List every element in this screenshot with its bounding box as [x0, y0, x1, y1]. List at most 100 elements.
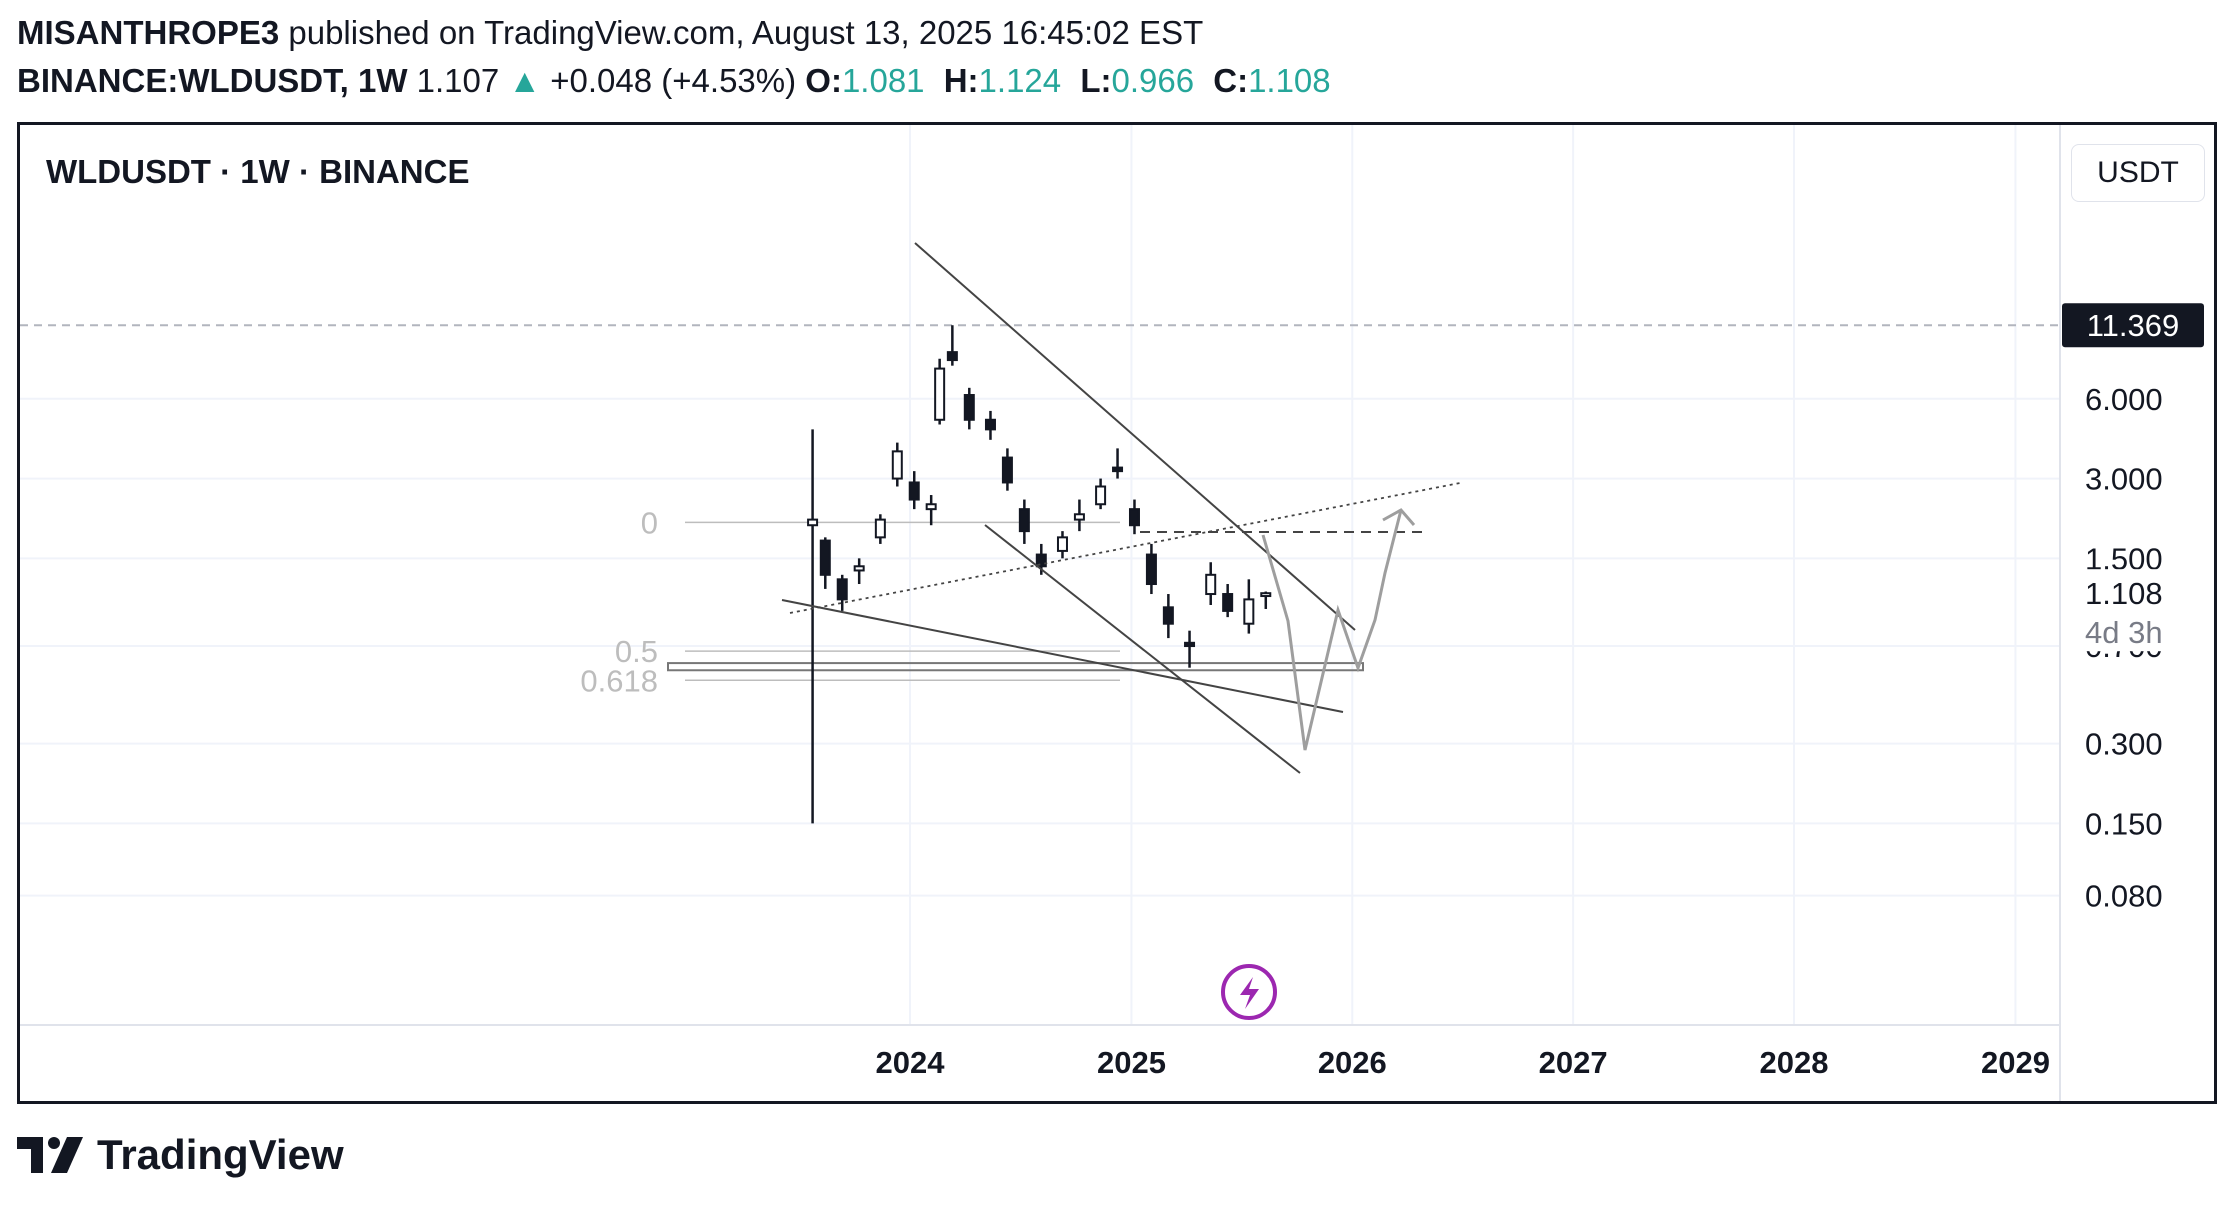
- candle: [1145, 543, 1157, 595]
- x-tick-label: 2024: [876, 1045, 946, 1080]
- candle-body: [1035, 553, 1047, 568]
- x-tick-label: 2025: [1097, 1045, 1166, 1080]
- x-tick-label: 2026: [1318, 1045, 1387, 1080]
- tradingview-logo-icon: [17, 1137, 83, 1173]
- up-arrow-icon: ▲: [508, 62, 542, 99]
- x-tick-label: 2028: [1760, 1045, 1829, 1080]
- candle: [1260, 591, 1272, 609]
- candle-body: [891, 450, 903, 480]
- symbol-info: BINANCE:WLDUSDT, 1W 1.107 ▲ +0.048 (+4.5…: [17, 62, 1331, 100]
- x-tick-label: 2029: [1981, 1045, 2050, 1080]
- candle-body: [908, 481, 920, 501]
- publish-date: published on TradingView.com, August 13,…: [288, 14, 1204, 51]
- candle-body: [1018, 508, 1030, 533]
- currency-button[interactable]: USDT: [2071, 144, 2205, 202]
- last-price: 1.107: [416, 62, 500, 99]
- lightning-icon-bolt: [1240, 977, 1259, 1009]
- publish-info: MISANTHROPE3 published on TradingView.co…: [17, 14, 1203, 52]
- author-name[interactable]: MISANTHROPE3: [17, 14, 280, 51]
- candle: [963, 387, 975, 430]
- candle: [853, 558, 865, 585]
- candle: [1018, 499, 1030, 544]
- fib-level-label: 0: [641, 505, 658, 540]
- candle-body: [1095, 485, 1107, 506]
- candle-body: [1184, 641, 1196, 648]
- candle-body: [1222, 593, 1234, 612]
- trendline-upper: [914, 242, 1356, 631]
- close-label: C:: [1213, 62, 1249, 99]
- y-tick-label: 6.000: [2085, 382, 2163, 417]
- y-tick-label: 0.300: [2085, 727, 2163, 762]
- candle: [934, 358, 946, 425]
- current-price-label: 1.108: [2085, 576, 2163, 611]
- candle-body: [807, 518, 819, 527]
- price-change: +0.048 (+4.53%): [550, 62, 797, 99]
- candle-body: [819, 539, 831, 576]
- symbol-label: BINANCE:WLDUSDT, 1W: [17, 62, 408, 99]
- projection-path: [1261, 509, 1403, 751]
- candle: [1073, 499, 1085, 532]
- candle: [819, 537, 831, 589]
- candle-body: [1056, 536, 1068, 552]
- y-tick-label: 0.150: [2085, 806, 2163, 841]
- current-price-box: [2064, 569, 2204, 652]
- candle: [925, 495, 937, 526]
- candle-body: [963, 394, 975, 421]
- candle-body: [1162, 606, 1174, 625]
- candle: [1112, 448, 1124, 479]
- candle-body: [1243, 598, 1255, 625]
- candle-body: [1112, 466, 1124, 473]
- trendline-support: [781, 599, 1344, 713]
- candle: [1205, 562, 1217, 605]
- candle-body: [836, 578, 848, 601]
- support-zone-box: [667, 662, 1364, 672]
- low-label: L:: [1080, 62, 1112, 99]
- candle: [1095, 478, 1107, 510]
- countdown-label: 4d 3h: [2085, 615, 2163, 650]
- candle: [1184, 630, 1196, 668]
- candle-body: [853, 565, 865, 572]
- projection-arrowhead: [1382, 508, 1416, 526]
- candle-body: [1260, 592, 1272, 598]
- candle: [1162, 594, 1174, 639]
- chart-panel[interactable]: 0 0.5 0.618 2024 2025 2026 2027 2028 2029 6.000 3…: [17, 122, 2217, 1104]
- high-price-label: 11.369: [2087, 308, 2180, 343]
- candle-body: [874, 518, 886, 539]
- candle-body: [934, 367, 946, 421]
- candle: [908, 471, 920, 510]
- tradingview-logo[interactable]: TradingView: [17, 1131, 344, 1178]
- candle: [1001, 448, 1013, 491]
- candle-body: [1128, 508, 1140, 527]
- candle: [891, 442, 903, 487]
- candle: [1056, 531, 1068, 559]
- y-tick-label: 0.080: [2085, 879, 2163, 914]
- candle: [946, 325, 958, 366]
- candle-body: [1205, 573, 1217, 596]
- candle-body: [925, 503, 937, 511]
- tradingview-wordmark: TradingView: [97, 1131, 344, 1178]
- candle: [1243, 579, 1255, 634]
- candle: [836, 574, 848, 611]
- candle: [984, 410, 996, 440]
- low-value: 0.966: [1111, 62, 1195, 99]
- close-value: 1.108: [1248, 62, 1331, 99]
- candle: [874, 514, 886, 544]
- candle-body: [1145, 553, 1157, 586]
- candle-body: [984, 418, 996, 431]
- y-tick-label: 3.000: [2085, 462, 2163, 497]
- candle: [1128, 499, 1140, 535]
- fib-level-label: 0.618: [580, 663, 658, 698]
- candle-body: [1001, 456, 1013, 484]
- high-label: H:: [943, 62, 979, 99]
- chart-title: WLDUSDT · 1W · BINANCE: [46, 153, 470, 190]
- high-price-marker: [2062, 303, 2204, 348]
- high-value: 1.124: [978, 62, 1062, 99]
- candle: [807, 429, 819, 824]
- candle: [1222, 584, 1234, 618]
- x-tick-label: 2027: [1539, 1045, 1608, 1080]
- chart-canvas[interactable]: 0 0.50.618 2024 2025 2026 2027 2028 2029 6.000 3…: [20, 125, 2214, 1101]
- trendline-lower: [984, 524, 1301, 774]
- candle-body: [1073, 513, 1085, 521]
- lightning-icon[interactable]: [1221, 964, 1277, 1020]
- trendline-dotted: [789, 482, 1461, 614]
